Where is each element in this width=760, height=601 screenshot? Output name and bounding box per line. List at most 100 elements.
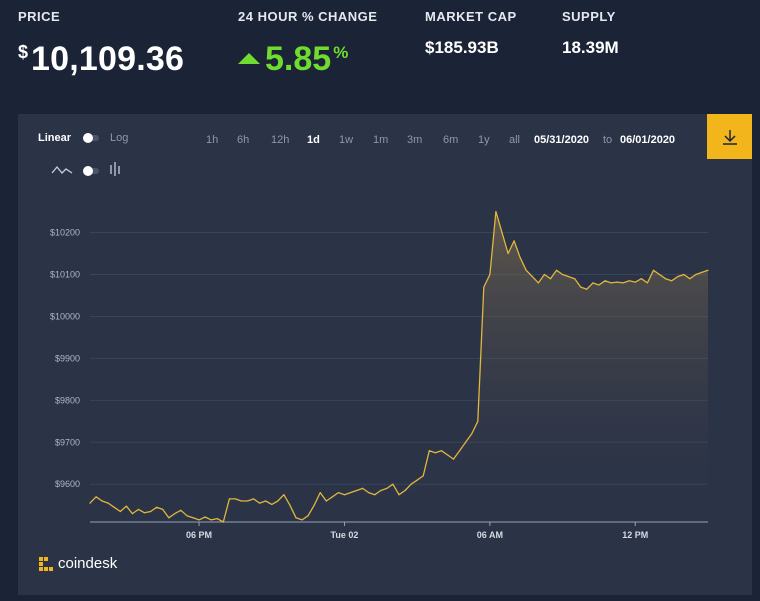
range-button-6m[interactable]: 6m — [443, 134, 459, 146]
chart-type-toggle-knob — [83, 166, 93, 176]
data-point — [162, 508, 164, 510]
data-point — [368, 492, 370, 494]
range-button-6h[interactable]: 6h — [237, 134, 250, 146]
data-point — [677, 276, 679, 278]
data-point — [465, 441, 467, 443]
range-button-1h[interactable]: 1h — [206, 134, 219, 146]
date-to-label: to — [603, 134, 613, 146]
data-point — [658, 273, 661, 276]
data-point — [89, 502, 91, 504]
data-point — [622, 282, 624, 284]
price-area-fill — [90, 211, 708, 522]
change-value: 5.85 — [265, 40, 332, 78]
data-point — [701, 271, 703, 273]
market-cap-label: MARKET CAP — [425, 9, 517, 24]
data-point — [180, 509, 182, 511]
y-tick-label: $9800 — [55, 395, 80, 405]
data-point — [634, 281, 636, 283]
download-button[interactable] — [707, 114, 752, 159]
data-point — [695, 273, 697, 276]
data-point — [555, 269, 558, 271]
data-point — [265, 500, 267, 502]
y-tick-label: $9600 — [55, 479, 80, 489]
data-point — [301, 519, 303, 521]
data-point — [471, 433, 473, 435]
data-point — [337, 492, 339, 494]
data-point — [386, 487, 388, 489]
data-point — [119, 510, 121, 513]
data-point — [598, 284, 600, 286]
data-point — [707, 269, 709, 271]
scale-toggle-knob — [83, 133, 93, 143]
price-currency: $ — [18, 42, 29, 62]
data-point — [428, 450, 430, 452]
data-point — [95, 496, 97, 498]
data-point — [198, 519, 200, 521]
data-point — [586, 288, 588, 290]
data-point — [592, 282, 594, 284]
data-point — [380, 489, 382, 492]
range-button-12h[interactable]: 12h — [271, 134, 290, 146]
data-point — [568, 276, 570, 278]
data-point — [483, 286, 485, 288]
data-point — [150, 510, 152, 513]
chart-type-toggle[interactable] — [83, 166, 99, 176]
data-point — [410, 483, 412, 485]
scale-toggle[interactable] — [83, 133, 99, 143]
data-point — [671, 280, 673, 282]
data-point — [574, 278, 576, 280]
data-point — [325, 500, 327, 502]
data-point — [143, 512, 146, 514]
data-point — [519, 257, 521, 259]
data-point — [404, 489, 406, 492]
range-button-3m[interactable]: 3m — [407, 134, 423, 146]
data-point — [440, 450, 442, 452]
data-point — [259, 502, 261, 504]
data-point — [525, 269, 527, 271]
date-from[interactable]: 05/31/2020 — [534, 134, 590, 146]
data-point — [101, 500, 103, 502]
y-tick-label: $9700 — [55, 437, 80, 447]
range-button-1y[interactable]: 1y — [478, 134, 490, 146]
data-point — [689, 278, 691, 280]
coindesk-logo-icon — [39, 556, 53, 571]
data-point — [537, 282, 540, 284]
data-point — [271, 503, 273, 505]
data-point — [156, 506, 158, 508]
data-point — [356, 489, 358, 492]
range-button-all[interactable]: all — [509, 134, 521, 146]
data-point — [210, 519, 212, 521]
data-point — [168, 517, 170, 519]
data-point — [343, 494, 346, 496]
date-to[interactable]: 06/01/2020 — [620, 134, 676, 146]
price-label: PRICE — [18, 9, 61, 24]
range-button-1m[interactable]: 1m — [373, 134, 389, 146]
scale-linear-option[interactable]: Linear — [38, 132, 72, 144]
data-point — [610, 282, 612, 284]
price-value: 10,109.36 — [31, 40, 185, 78]
supply-label: SUPPLY — [562, 9, 616, 24]
data-point — [398, 494, 400, 496]
range-button-1d[interactable]: 1d — [307, 134, 320, 146]
data-point — [507, 252, 509, 255]
data-point — [131, 513, 133, 515]
scale-log-option[interactable]: Log — [110, 132, 129, 144]
data-point — [513, 240, 515, 242]
coindesk-wordmark: coindesk — [58, 555, 118, 572]
data-point — [477, 420, 479, 422]
data-point — [319, 492, 321, 494]
data-point — [222, 521, 224, 523]
data-point — [416, 479, 418, 481]
data-point — [113, 506, 115, 508]
price-chart: $9600 $9700 $9800 $9900 $10000 $10100 $10200 06… — [50, 210, 709, 540]
candlestick-icon[interactable] — [109, 161, 123, 177]
change-unit: % — [333, 43, 349, 62]
x-tick-label: 06 PM — [186, 530, 212, 540]
data-point — [374, 494, 376, 496]
data-point — [640, 278, 643, 280]
line-chart-icon[interactable] — [51, 164, 73, 176]
range-button-1w[interactable]: 1w — [339, 134, 354, 146]
data-point — [446, 454, 449, 456]
coindesk-logo: coindesk — [38, 555, 117, 572]
y-tick-label: $10000 — [50, 311, 80, 321]
